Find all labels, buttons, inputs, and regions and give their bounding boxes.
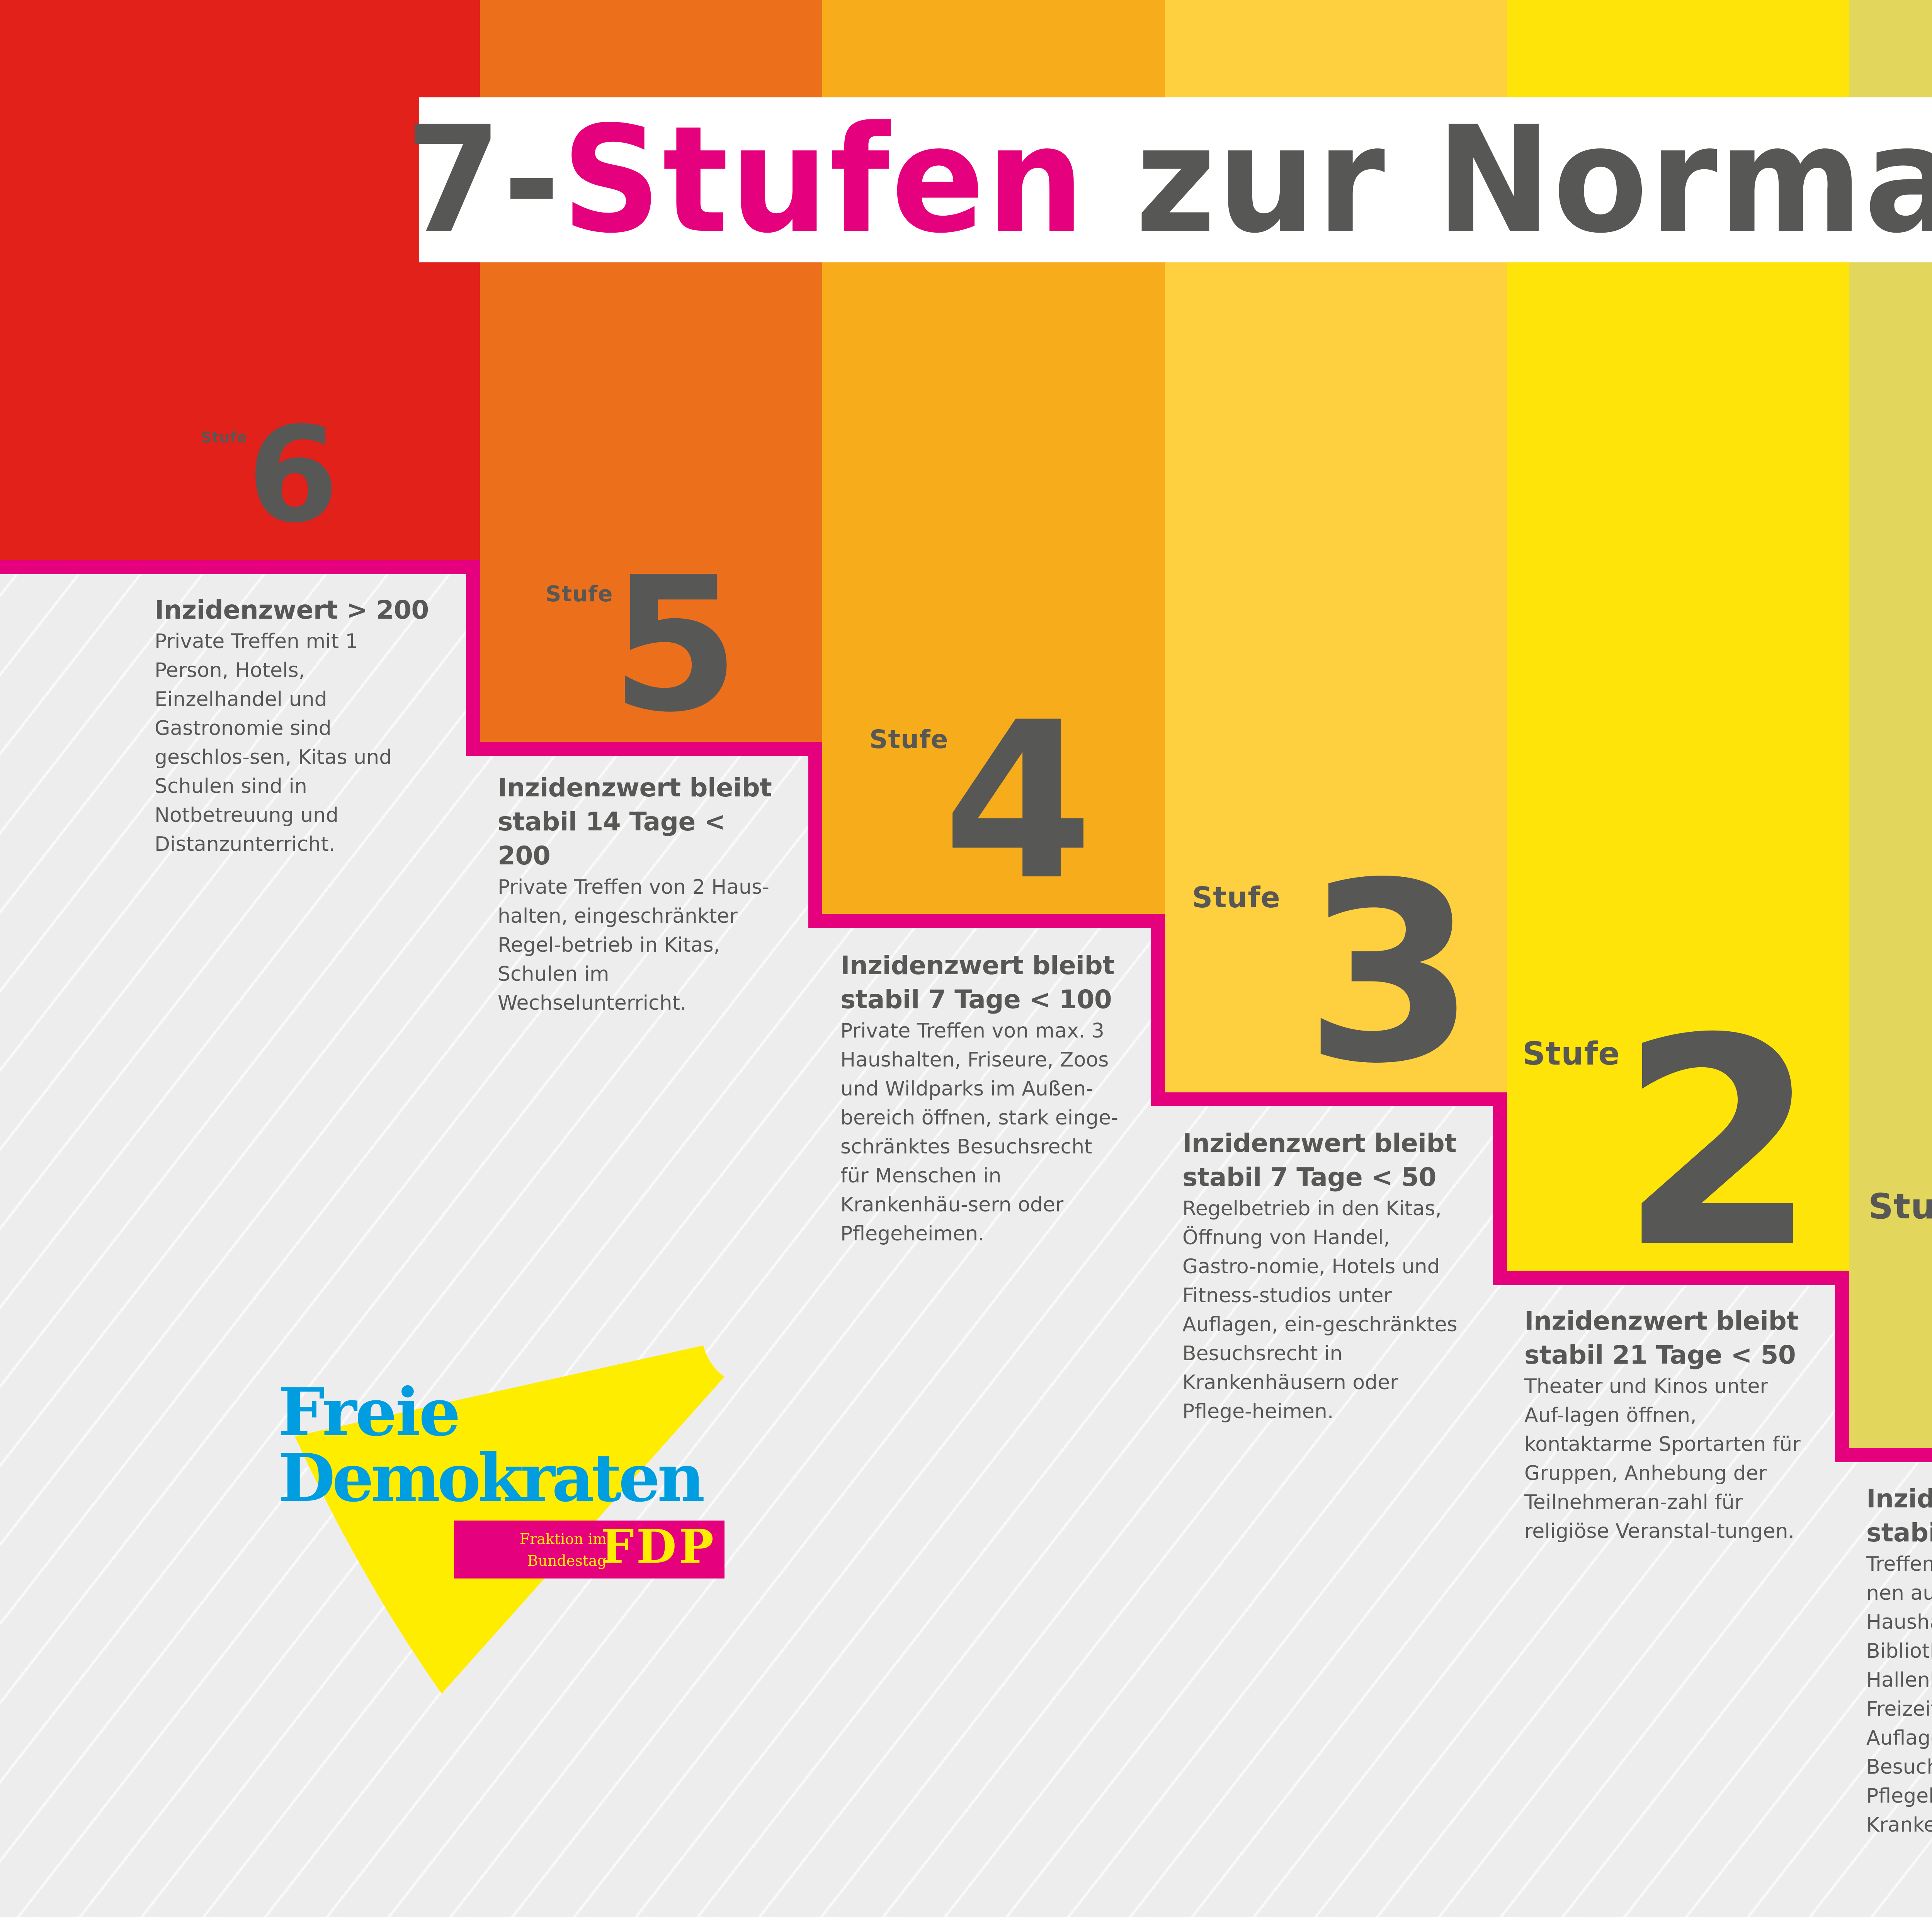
stufe-2-label: Stufe — [1522, 1036, 1620, 1072]
stufe-5-number: 5 — [611, 537, 740, 753]
fdp-logo: Freie Demokraten Fraktion im Bundestag F… — [270, 1329, 765, 1696]
stufe-6-number: 6 — [247, 399, 339, 552]
page-title: 7-Stufen zur Normalität — [405, 94, 1932, 265]
staircase-line — [808, 914, 1165, 928]
stufe-4-number: 4 — [943, 676, 1094, 928]
staircase-line — [1835, 1271, 1849, 1462]
staircase-line — [1493, 1271, 1849, 1285]
stufe-2-number: 2 — [1619, 977, 1818, 1310]
stufe-1-label: Stufe — [1868, 1186, 1932, 1227]
stufe-5-description: Inzidenzwert bleibt stabil 14 Tage < 200… — [498, 773, 772, 1015]
staircase-line — [1151, 914, 1165, 1106]
logo-demokraten: Demokraten — [278, 1439, 705, 1517]
title-highlight: Stufen — [561, 94, 1086, 265]
staircase-line — [466, 742, 822, 756]
column-stufe-6 — [0, 0, 480, 560]
stufe-3-label: Stufe — [1192, 881, 1281, 914]
staircase-line — [1151, 1092, 1507, 1106]
stufe-1-description: Inzidenzwert bleibt stabil 7 Tage < 35 T… — [1866, 1484, 1932, 1837]
logo-fdp-box: Fraktion im Bundestag FDP — [454, 1521, 724, 1579]
stufe-6-description: Inzidenzwert > 200 Private Treffen mit 1… — [155, 595, 429, 856]
logo-fdp: FDP — [601, 1519, 716, 1574]
staircase-line — [1493, 1092, 1507, 1285]
logo-freie: Freie — [278, 1374, 461, 1451]
stufe-6-label: Stufe — [201, 429, 247, 446]
staircase-line — [808, 742, 822, 928]
staircase-line — [1835, 1448, 1932, 1462]
stufe-4-description: Inzidenzwert bleibt stabil 7 Tage < 100 … — [840, 951, 1118, 1245]
stufe-4-label: Stufe — [869, 725, 949, 754]
yellow-swoosh-icon — [295, 1345, 724, 1694]
staircase-line — [0, 560, 480, 574]
stufe-5-label: Stufe — [546, 582, 613, 607]
staircase-line — [466, 560, 480, 756]
stufe-2-description: Inzidenzwert bleibt stabil 21 Tage < 50 … — [1524, 1306, 1801, 1543]
stufe-3-number: 3 — [1304, 830, 1476, 1118]
logo-fraktion-text: Fraktion im Bundestag — [519, 1531, 607, 1569]
stufe-3-description: Inzidenzwert bleibt stabil 7 Tage < 50 R… — [1182, 1128, 1458, 1423]
title-banner: 7-Stufen zur Normalität — [406, 97, 1932, 262]
